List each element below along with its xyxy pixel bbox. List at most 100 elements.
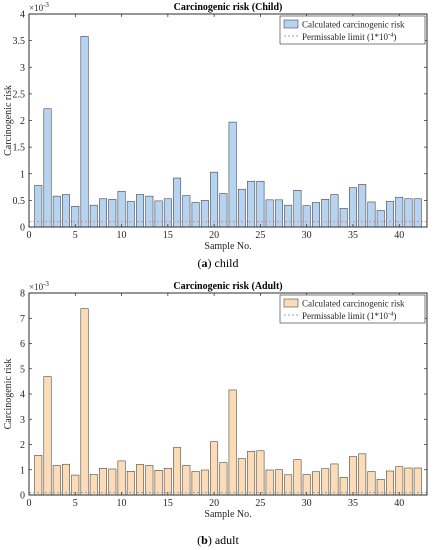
child-legend-bar-label: Calculated carcinogenic risk [302, 20, 405, 30]
adult-y-axis-label: Carcinogenic risk [3, 359, 14, 430]
adult-caption-text: adult [214, 533, 239, 547]
adult-y-exponent: ×10-3 [29, 280, 49, 292]
adult-bar-28 [284, 474, 293, 496]
child-caption: (a) child [197, 256, 239, 270]
child-bar-37 [367, 201, 376, 228]
child-x-tick-label: 35 [348, 230, 358, 241]
adult-y-tick-label: 3 [20, 415, 25, 426]
child-y-axis-label: Carcinogenic risk [3, 85, 14, 156]
child-bar-7 [89, 204, 98, 228]
adult-x-tick-label: 25 [255, 498, 265, 509]
adult-bar-32 [321, 468, 330, 496]
adult-bar-37 [367, 471, 376, 496]
adult-y-tick-label: 5 [20, 364, 25, 375]
child-bar-5 [71, 205, 80, 228]
child-bar-27 [274, 199, 283, 228]
adult-bar-13 [145, 465, 154, 496]
adult-bar-25 [256, 450, 265, 496]
child-bar-22 [228, 121, 237, 228]
adult-bar-42 [413, 467, 422, 496]
adult-risk-chart: 0 1 2 3 4 5 6 7 8 0 5 10 15 20 25 30 35 40 ×10-3 Carcinogen… [3, 280, 428, 520]
child-bar-30 [302, 205, 311, 228]
adult-legend-box [279, 294, 426, 324]
child-x-tick-label: 15 [163, 230, 173, 241]
child-legend-bar-swatch [283, 19, 299, 29]
child-bar-39 [386, 201, 394, 228]
child-bar-24 [247, 180, 256, 228]
child-bar-14 [154, 200, 163, 228]
child-legend: Calculated carcinogenic risk Permissable … [279, 15, 426, 45]
child-bar-9 [108, 199, 117, 228]
child-x-tick-label: 0 [27, 230, 32, 241]
child-y-tick-label: 0 [20, 223, 25, 234]
adult-bar-3 [52, 465, 61, 496]
child-bar-13 [145, 195, 154, 228]
adult-legend-line-label: Permissable limit (1*10-4) [302, 311, 396, 322]
child-bar-41 [404, 198, 413, 228]
adult-x-tick-label: 40 [394, 498, 404, 509]
adult-bar-15 [163, 467, 172, 496]
adult-y-tick-label: 8 [20, 289, 25, 300]
child-caption-text: child [214, 256, 239, 270]
child-bar-25 [256, 180, 265, 228]
child-bar-20 [210, 171, 219, 228]
child-bar-19 [200, 200, 209, 228]
child-x-tick-label: 40 [394, 230, 404, 241]
child-y-tick-label: 3 [20, 63, 25, 74]
adult-bar-41 [404, 467, 413, 496]
adult-caption-letter: b [201, 533, 208, 547]
child-x-tick-label: 5 [73, 230, 78, 241]
child-bar-1 [34, 185, 43, 228]
adult-bar-7 [89, 474, 98, 496]
child-y-tick-label: 1 [20, 169, 25, 180]
adult-bar-29 [293, 459, 302, 496]
child-bar-31 [311, 202, 320, 228]
child-plot-area [28, 13, 428, 228]
child-y-exponent: ×10-3 [29, 1, 49, 13]
child-legend-box [279, 15, 426, 45]
adult-bar-9 [108, 468, 117, 496]
adult-x-tick-label: 30 [302, 498, 312, 509]
child-risk-chart: 00.511.522.533.540 5 10 15 20 25 30 35 40×10-3 Ca… [3, 1, 428, 252]
adult-x-tick-label: 15 [163, 498, 173, 509]
child-y-tick-label: 3.5 [13, 36, 26, 47]
child-bar-15 [163, 198, 172, 228]
adult-bar-20 [210, 441, 219, 496]
child-x-tick-label: 25 [255, 230, 265, 241]
child-bar-34 [339, 208, 348, 228]
child-bar-8 [99, 198, 107, 228]
child-bar-28 [284, 204, 293, 228]
child-bar-17 [182, 195, 191, 228]
adult-x-axis-label: Sample No. [204, 509, 251, 520]
adult-x-tick-label: 35 [348, 498, 358, 509]
adult-legend-bar-swatch [283, 298, 299, 308]
child-y-tick-label: 0.5 [13, 196, 26, 207]
adult-y-tick-label: 0 [20, 491, 25, 502]
child-caption-letter: a [201, 256, 208, 270]
adult-bar-33 [330, 463, 339, 496]
adult-chart-title: Carcinogenic risk (Adult) [173, 281, 282, 292]
adult-bar-2 [43, 376, 52, 496]
child-bar-6 [80, 36, 89, 228]
child-x-tick-label: 10 [117, 230, 127, 241]
child-x-tick-label: 20 [209, 230, 219, 241]
child-bar-3 [52, 195, 61, 228]
adult-bar-4 [62, 463, 70, 496]
adult-bar-35 [349, 456, 357, 496]
child-legend-line-label: Permissable limit (1*10-4) [302, 32, 396, 43]
child-bar-26 [265, 199, 274, 228]
adult-bar-27 [274, 469, 283, 496]
child-bar-32 [321, 199, 330, 228]
adult-bar-18 [191, 471, 200, 496]
adult-y-tick-label: 7 [20, 314, 25, 325]
child-bar-18 [191, 202, 200, 228]
adult-bar-19 [200, 469, 209, 496]
child-y-tick-label: 4 [20, 10, 25, 21]
adult-bar-39 [386, 470, 394, 496]
adult-x-tick-label: 0 [27, 498, 32, 509]
child-y-tick-label: 2 [20, 116, 25, 127]
child-bar-35 [349, 187, 357, 228]
adult-bar-16 [173, 447, 182, 496]
adult-bar-26 [265, 469, 274, 496]
adult-bar-6 [80, 308, 89, 496]
